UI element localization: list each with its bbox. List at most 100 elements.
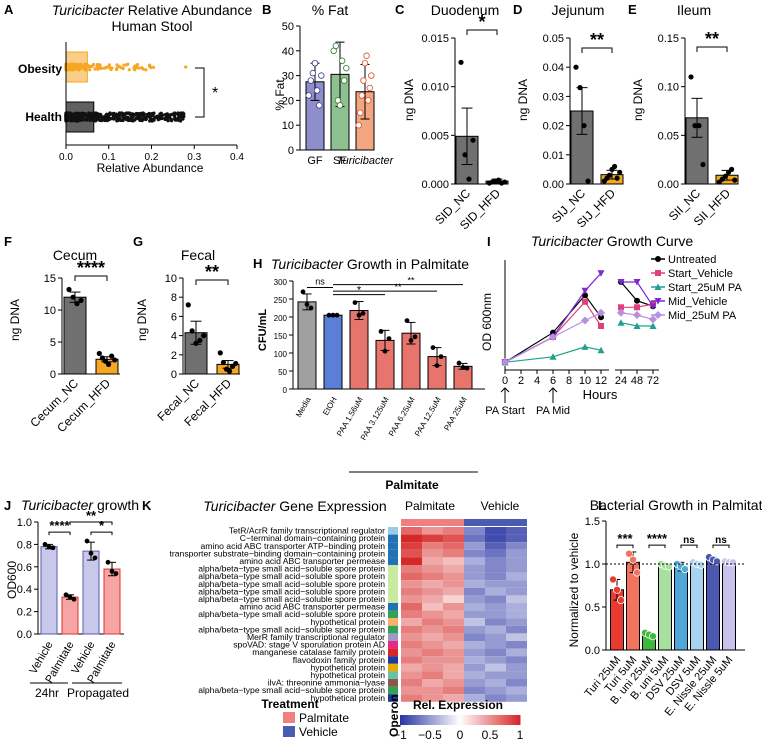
h-plot-data-point <box>430 345 436 350</box>
g-plot-data-point <box>189 328 195 334</box>
f-plot-bar <box>63 296 87 375</box>
h-plot-data-point <box>382 348 388 354</box>
panel-i-series-point <box>597 270 605 277</box>
l-plot-bar <box>690 563 704 651</box>
g-plot-sig: ** <box>205 262 219 282</box>
panel-a-xtick-label: 0.0 <box>59 152 73 163</box>
panel-k-cell <box>485 549 506 558</box>
panel-a-point-health <box>124 111 128 115</box>
panel-k-cell <box>506 625 527 634</box>
panel-k-cell <box>506 565 527 573</box>
panel-i-legend: Untreated Start_Vehicle Start_25uM PA Mid_V… <box>651 254 742 322</box>
panel-i-ylabel: OD 600nm <box>480 293 494 351</box>
panel-a-point-health <box>76 116 80 120</box>
panel-k-row-label: spoVAD: stage V sporulation protein AD <box>233 640 385 650</box>
panel-d: Jejunum ng DNA 0.000.010.020.030.040.05S… <box>516 2 624 231</box>
panel-k-cell <box>422 671 443 679</box>
panel-k-legend-swatch-vehicle <box>283 726 295 737</box>
panel-k-row-label: alpha/beta−type small acid−soluble spore… <box>198 586 385 596</box>
panel-k-cell <box>401 663 422 672</box>
j-plot-data-point <box>113 571 119 576</box>
panel-k-colorbar-step <box>450 715 453 725</box>
panel-i-plot: 0 2 4 6 8 10 12 24 48 72 <box>501 260 659 387</box>
panel-k-operon-cell <box>388 671 398 679</box>
h-plot-data-point <box>308 305 314 311</box>
panel-k-colorbar-step <box>444 715 447 725</box>
panel-k-row-label: alpha/beta−type small acid−soluble spore… <box>198 571 385 581</box>
j-plot-data-point <box>84 538 90 544</box>
panel-k-colorbar-step <box>410 715 413 725</box>
panel-i-series-late-point <box>617 308 625 317</box>
panel-k-cell <box>443 656 464 664</box>
panel-k-cell <box>443 572 464 581</box>
c-plot-data-point <box>502 179 508 185</box>
panel-e-ylabel: ng DNA <box>631 79 645 121</box>
h-plot-bar <box>349 310 369 390</box>
g-plot-data-point <box>185 302 191 308</box>
h-plot-category-label: PAA 6.25uM <box>387 395 417 438</box>
panel-k-treatment-cell <box>401 519 422 526</box>
panel-k-cell <box>401 686 422 695</box>
b-plot-data-point <box>357 109 364 116</box>
panel-a-point-obesity <box>119 66 123 70</box>
panel-k-operon-cell <box>388 603 398 611</box>
h-plot-ytick-label: 0 <box>283 386 288 395</box>
panel-k-colorbar-step <box>426 715 429 725</box>
h-plot-sig-3: ** <box>394 282 402 292</box>
f-plot-data-point <box>96 350 102 357</box>
panel-k-row-label: hypothetical protein <box>310 662 385 672</box>
panel-k-cell <box>401 641 422 649</box>
j-plot-data-point <box>88 550 94 556</box>
panel-i-legend-label: Mid_Vehicle <box>668 296 727 308</box>
panel-i-xtick-label: 4 <box>534 375 540 387</box>
l-plot-data-point <box>633 568 642 577</box>
l-plot-ytick-label: 1.0 <box>585 559 600 571</box>
d-plot-sig: ** <box>590 30 604 50</box>
l-plot-s2-sig: **** <box>647 531 668 546</box>
panel-a-point-obesity <box>86 63 90 67</box>
b-plot-data-point <box>332 42 339 50</box>
panel-k-title-italic: Turicibacter <box>203 498 276 514</box>
panel-a-point-health <box>176 112 181 116</box>
g-plot-data-point <box>233 360 239 367</box>
h-plot-data-point <box>334 312 340 318</box>
panel-i-title: Turicibacter Growth Curve <box>531 233 694 249</box>
c-plot-sig: * <box>478 12 485 32</box>
e-plot-data-point <box>696 123 702 129</box>
panel-c: Duodenum ng DNA 0.0000.0050.0100.015SID_… <box>402 2 509 232</box>
panel-i-legend-label: Start_25uM PA <box>668 282 742 294</box>
panel-k-cell <box>443 633 464 641</box>
d-plot-data-point <box>614 175 620 181</box>
panel-k-cell <box>464 557 485 565</box>
panel-i-legend-marker <box>655 256 661 262</box>
panel-a-title-italic: Turicibacter <box>52 2 125 18</box>
panel-k-cell <box>485 527 506 535</box>
panel-k-cell <box>422 534 443 543</box>
e-plot-sig: ** <box>705 29 719 49</box>
panel-k-colorbar-step <box>476 715 479 725</box>
l-plot-bar <box>674 566 688 651</box>
panel-k-cell <box>422 549 443 558</box>
panel-a-point-health <box>121 117 126 121</box>
panel-a-point-health <box>145 112 150 117</box>
panel-k-colorbar-step <box>466 715 469 725</box>
h-plot-data-point <box>456 360 462 366</box>
panel-i-series-line <box>504 346 602 363</box>
panel-k-cell <box>401 648 422 657</box>
b-plot-category-label: GF <box>307 155 323 167</box>
h-plot-category-label: EtOH <box>321 395 339 417</box>
panel-k-cell <box>443 610 464 619</box>
b-plot-data-point <box>318 72 325 79</box>
e-plot-data-point <box>692 123 698 129</box>
h-plot-data-point <box>460 365 466 370</box>
panel-k-cell <box>401 595 422 603</box>
panel-a-point-obesity <box>96 63 100 67</box>
panel-k-colorbar-tick: 0 <box>457 728 464 740</box>
panel-k-cell <box>464 679 485 687</box>
panel-k-cell <box>443 603 464 611</box>
panel-a-point-health <box>80 116 85 120</box>
c-plot-data-point <box>462 152 468 158</box>
h-plot-data-point <box>438 354 444 359</box>
b-plot-ytick-label: 30 <box>282 71 294 83</box>
